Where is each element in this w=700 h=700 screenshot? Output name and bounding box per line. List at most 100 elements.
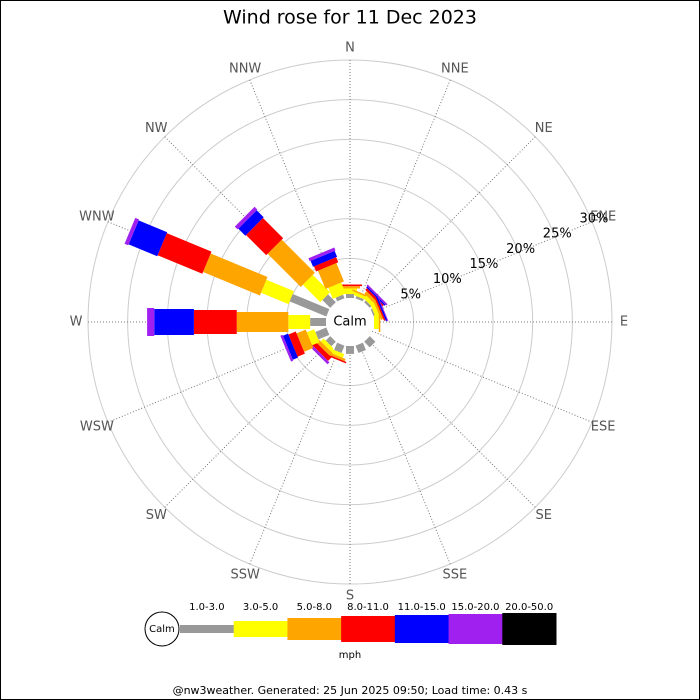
rose-bar xyxy=(374,315,379,329)
rose-bar xyxy=(364,300,372,308)
rose-bar xyxy=(147,308,155,336)
spoke xyxy=(366,136,536,306)
rose-bar xyxy=(289,293,330,317)
rose-bar xyxy=(308,247,336,262)
r-tick-label: 15% xyxy=(470,257,499,272)
rose-bar xyxy=(306,329,320,346)
rose-bar xyxy=(236,312,289,332)
r-tick-label: 25% xyxy=(543,227,572,242)
r-tick-label: 5% xyxy=(400,287,421,302)
legend-swatch xyxy=(394,615,450,643)
rose-bar xyxy=(288,331,305,357)
rose-bar xyxy=(338,284,362,287)
chart-title: Wind rose for 11 Dec 2023 xyxy=(223,7,477,29)
spoke xyxy=(371,221,593,314)
direction-label: W xyxy=(70,315,83,330)
direction-label: E xyxy=(620,315,628,330)
rose-bar xyxy=(325,336,336,347)
legend-swatch xyxy=(341,616,396,642)
rose-bar xyxy=(340,286,360,289)
spoke xyxy=(164,338,334,508)
direction-label: NE xyxy=(535,121,553,136)
rose-bar xyxy=(320,338,334,352)
calm-label: Calm xyxy=(333,315,366,330)
direction-label: ESE xyxy=(591,419,616,434)
spoke xyxy=(371,330,593,423)
rose-bar xyxy=(311,340,332,361)
rose-bar xyxy=(315,327,330,340)
rose-bar xyxy=(378,312,381,332)
rose-bar xyxy=(366,286,386,306)
rose-bar xyxy=(313,257,339,272)
rose-bar xyxy=(373,300,384,320)
rose-bar xyxy=(346,294,354,298)
r-tick-label: 30% xyxy=(579,211,608,226)
legend-label: 11.0-15.0 xyxy=(398,602,446,613)
legend-swatch xyxy=(233,621,288,637)
rose-bar xyxy=(261,279,294,305)
legend-label: 20.0-50.0 xyxy=(505,602,553,613)
legend-calm xyxy=(144,611,180,647)
spoke xyxy=(366,338,536,508)
direction-label: WNW xyxy=(79,210,115,225)
spoke xyxy=(358,79,451,301)
rose-bar xyxy=(238,210,264,236)
legend-label: 8.0-11.0 xyxy=(347,602,389,613)
rose-bar xyxy=(377,295,389,322)
direction-label: N xyxy=(345,41,355,56)
direction-label: S xyxy=(346,589,354,604)
rose-bar xyxy=(355,296,364,302)
rose-bar xyxy=(364,336,376,348)
rose-bar xyxy=(296,329,314,352)
rose-bar xyxy=(157,233,212,274)
spoke xyxy=(358,343,451,565)
rose-bar xyxy=(193,310,237,334)
rose-bar xyxy=(234,206,258,230)
legend: Calm 1.0-3.0 3.0-5.0 5.0-8.0 8.0-11.0 11.0-15… xyxy=(144,602,557,661)
direction-label: SSW xyxy=(230,568,260,583)
rose-bar xyxy=(370,308,376,317)
rose-bar xyxy=(124,217,139,246)
direction-label: ENE xyxy=(590,210,616,225)
rose-bar xyxy=(310,318,326,326)
rose-bar xyxy=(334,342,345,354)
legend-swatch xyxy=(180,625,235,633)
calm-circle xyxy=(326,298,374,346)
direction-label: WSW xyxy=(80,419,114,434)
rose-bar xyxy=(346,346,354,354)
spoke xyxy=(249,343,342,565)
r-tick-label: 10% xyxy=(433,272,462,287)
legend-label: 3.0-5.0 xyxy=(243,602,278,613)
direction-label: NNE xyxy=(441,61,469,76)
rose-bar xyxy=(203,253,268,296)
rose-bar xyxy=(328,282,346,299)
rose-bar xyxy=(280,334,294,362)
legend-unit: mph xyxy=(339,650,361,661)
direction-label: NW xyxy=(145,121,168,136)
rose-bar xyxy=(366,284,388,306)
rose-bar xyxy=(302,274,331,303)
legend-calm-label: Calm xyxy=(149,624,175,635)
rose-bar xyxy=(246,218,284,256)
rose-bar xyxy=(128,220,168,257)
r-tick-label: 20% xyxy=(506,242,535,257)
rose-bar xyxy=(329,348,345,358)
direction-label: NNW xyxy=(229,61,261,76)
rose-bar xyxy=(288,315,311,329)
rose-bar xyxy=(335,294,345,302)
rose-bar xyxy=(374,298,386,321)
rose-bar xyxy=(355,342,366,354)
direction-label: SSE xyxy=(442,568,467,583)
rose-bar xyxy=(322,294,336,308)
rose-bar xyxy=(317,263,344,289)
legend-label: 1.0-3.0 xyxy=(189,602,224,613)
rose-bar xyxy=(315,339,333,357)
footer: @nw3weather. Generated: 25 Jun 2025 09:5… xyxy=(173,684,528,697)
rose-bar xyxy=(282,333,298,360)
rose-bar xyxy=(375,296,388,322)
legend-swatch xyxy=(448,614,503,644)
rose-bar xyxy=(267,239,315,287)
legend-label: 15.0-20.0 xyxy=(451,602,499,613)
direction-label: SE xyxy=(536,508,552,523)
